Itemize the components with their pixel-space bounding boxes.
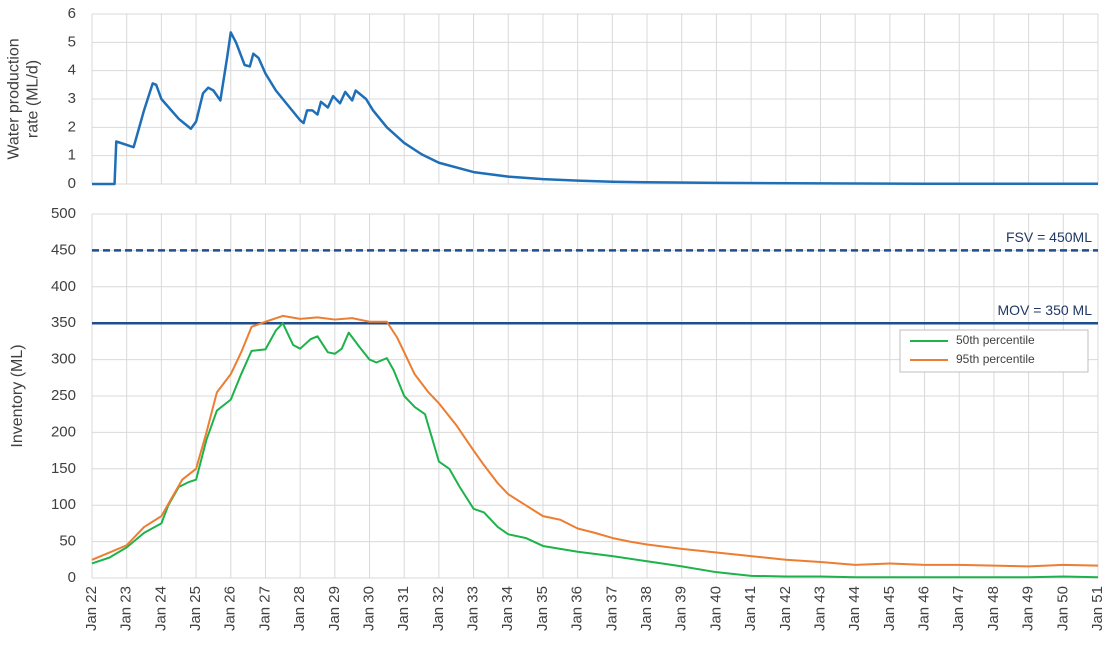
- y-tick-label: 1: [68, 147, 76, 164]
- x-tick-label: Jan 27: [256, 586, 273, 631]
- x-tick-label: Jan 26: [222, 586, 239, 631]
- y-tick-label: 450: [51, 241, 76, 258]
- x-tick-label: Jan 49: [1020, 586, 1037, 631]
- y-tick-label: 500: [51, 205, 76, 222]
- x-tick-label: Jan 25: [187, 586, 204, 631]
- y-tick-label: 200: [51, 423, 76, 440]
- y-tick-label: 0: [68, 175, 76, 192]
- x-tick-label: Jan 47: [950, 586, 967, 631]
- y-tick-label: 250: [51, 387, 76, 404]
- y-tick-label: 3: [68, 90, 76, 107]
- x-tick-label: Jan 40: [707, 586, 724, 631]
- y-axis-label: Water production: [6, 38, 23, 159]
- x-tick-label: Jan 32: [430, 586, 447, 631]
- reference-label: MOV = 350 ML: [997, 302, 1092, 318]
- y-tick-label: 2: [68, 118, 76, 135]
- y-tick-label: 0: [68, 569, 76, 586]
- y-tick-label: 100: [51, 496, 76, 513]
- y-tick-label: 6: [68, 5, 76, 22]
- y-tick-label: 150: [51, 460, 76, 477]
- x-tick-label: Jan 48: [985, 586, 1002, 631]
- y-axis-label: Inventory (ML): [9, 344, 26, 447]
- legend-label: 50th percentile: [956, 333, 1035, 347]
- x-tick-label: Jan 29: [326, 586, 343, 631]
- x-tick-label: Jan 24: [152, 586, 169, 631]
- x-tick-label: Jan 33: [465, 586, 482, 631]
- x-tick-label: Jan 50: [1054, 586, 1071, 631]
- x-tick-label: Jan 41: [742, 586, 759, 631]
- legend-box: [899, 329, 1089, 373]
- y-tick-label: 300: [51, 351, 76, 368]
- x-tick-label: Jan 44: [846, 586, 863, 631]
- x-tick-label: Jan 30: [360, 586, 377, 631]
- x-tick-label: Jan 31: [395, 586, 412, 631]
- y-tick-label: 4: [68, 62, 76, 79]
- x-tick-label: Jan 22: [83, 586, 100, 631]
- x-tick-label: Jan 36: [569, 586, 586, 631]
- y-tick-label: 400: [51, 278, 76, 295]
- data-line: [91, 314, 1099, 568]
- x-tick-label: Jan 34: [499, 586, 516, 631]
- x-tick-label: Jan 38: [638, 586, 655, 631]
- reference-label: FSV = 450ML: [1006, 229, 1092, 245]
- y-tick-label: 50: [59, 533, 76, 550]
- y-axis-label: rate (ML/d): [25, 60, 42, 138]
- legend-label: 95th percentile: [956, 352, 1035, 366]
- x-tick-label: Jan 46: [916, 586, 933, 631]
- x-tick-label: Jan 37: [603, 586, 620, 631]
- y-tick-label: 350: [51, 314, 76, 331]
- x-tick-label: Jan 45: [881, 586, 898, 631]
- data-line: [91, 322, 1099, 579]
- x-tick-label: Jan 51: [1089, 586, 1106, 631]
- x-tick-label: Jan 39: [673, 586, 690, 631]
- data-line: [92, 31, 1098, 186]
- x-tick-label: Jan 23: [118, 586, 135, 631]
- y-tick-label: 5: [68, 33, 76, 50]
- x-tick-label: Jan 42: [777, 586, 794, 631]
- x-tick-label: Jan 28: [291, 586, 308, 631]
- legend: 50th percentile 95th percentile: [899, 329, 1089, 373]
- x-tick-label: Jan 43: [811, 586, 828, 631]
- x-tick-label: Jan 35: [534, 586, 551, 631]
